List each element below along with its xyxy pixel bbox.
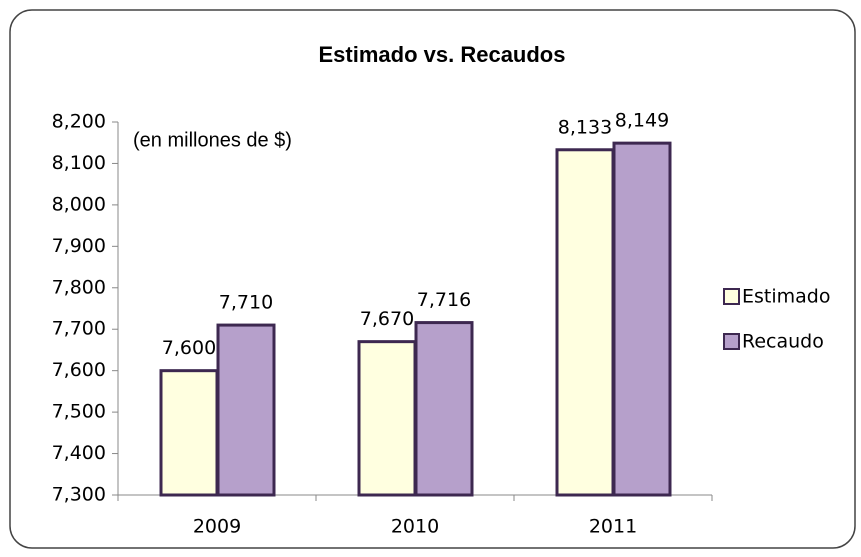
- value-label: 8,133: [558, 116, 612, 138]
- y-tick-label: 7,900: [52, 235, 106, 257]
- legend-label: Recaudo: [742, 331, 824, 353]
- legend-swatch: [723, 333, 740, 350]
- value-label: 7,710: [219, 292, 273, 314]
- bar: [357, 340, 417, 497]
- bar: [216, 323, 276, 497]
- annotation: (en millones de $): [133, 129, 292, 151]
- y-tick-label: 7,500: [52, 401, 106, 423]
- bar: [414, 321, 474, 497]
- y-tick-label: 7,800: [52, 276, 106, 298]
- bar: [555, 148, 615, 497]
- value-label: 7,600: [162, 337, 216, 359]
- chart-title: Estimado vs. Recaudos: [319, 42, 566, 67]
- y-tick-label: 7,700: [52, 318, 106, 340]
- legend-label: Estimado: [742, 286, 830, 308]
- value-label: 7,716: [417, 289, 471, 311]
- value-label: 7,670: [360, 308, 414, 330]
- y-tick-label: 8,000: [52, 193, 106, 215]
- y-tick-label: 8,200: [52, 111, 106, 133]
- y-tick-label: 7,400: [52, 442, 106, 464]
- y-tick-label: 7,300: [52, 484, 106, 506]
- bar: [612, 141, 672, 497]
- legend-swatch: [723, 288, 740, 305]
- x-tick-label: 2010: [391, 516, 439, 538]
- x-tick-label: 2009: [193, 516, 241, 538]
- y-tick-label: 7,600: [52, 359, 106, 381]
- value-label: 8,149: [615, 110, 669, 132]
- x-tick-label: 2011: [589, 516, 637, 538]
- y-tick-label: 8,100: [52, 152, 106, 174]
- bar: [159, 369, 219, 497]
